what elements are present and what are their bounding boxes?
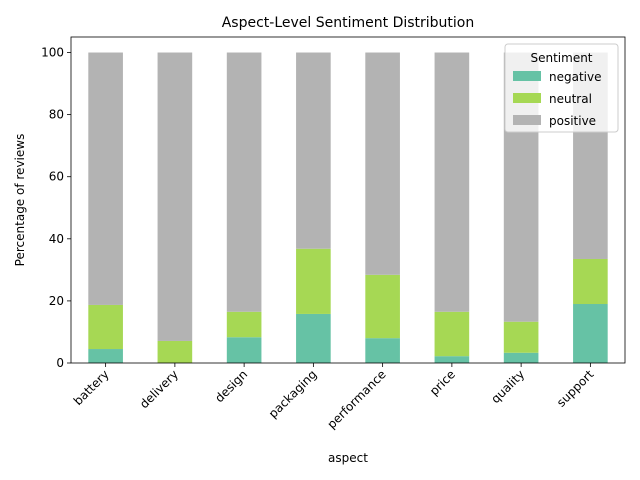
bar-neutral-support — [573, 258, 608, 305]
bar-negative-price — [434, 356, 470, 363]
x-tick-label-packaging: packaging — [266, 367, 320, 421]
y-tick-label: 20 — [49, 294, 64, 308]
bar-positive-packaging — [296, 52, 331, 249]
bar-neutral-battery — [88, 304, 123, 350]
bar-neutral-delivery — [157, 340, 193, 363]
bar-neutral-design — [226, 311, 262, 338]
legend-swatch-neutral — [513, 93, 541, 103]
x-tick-label-design: design — [212, 367, 250, 405]
bar-negative-packaging — [296, 313, 331, 363]
y-axis: 0 20 40 60 80 100 — [41, 46, 71, 370]
chart-title: Aspect-Level Sentiment Distribution — [222, 15, 475, 31]
bar-negative-support — [573, 304, 608, 363]
x-axis: battery delivery design packaging performanc… — [71, 363, 597, 431]
x-tick-label-delivery: delivery — [137, 367, 181, 411]
x-tick-label-price: price — [427, 367, 458, 398]
bar-neutral-packaging — [296, 248, 331, 314]
bar-neutral-price — [434, 311, 470, 357]
legend: Sentiment negative neutral positive — [504, 43, 619, 133]
y-tick-label: 0 — [56, 356, 64, 370]
bar-negative-quality — [503, 352, 539, 363]
x-tick-label-support: support — [554, 367, 597, 410]
legend-label-neutral: neutral — [549, 92, 592, 106]
bar-positive-performance — [365, 52, 400, 275]
bar-negative-performance — [365, 338, 400, 363]
legend-swatch-positive — [513, 115, 541, 125]
y-tick-label: 40 — [49, 232, 64, 246]
bar-negative-design — [226, 337, 262, 363]
bar-positive-delivery — [157, 52, 193, 341]
legend-title: Sentiment — [530, 51, 592, 65]
legend-frame — [504, 43, 619, 133]
bar-neutral-performance — [365, 274, 400, 339]
bar-negative-battery — [88, 349, 123, 363]
bar-positive-price — [434, 52, 470, 312]
x-axis-title: aspect — [328, 451, 368, 465]
legend-swatch-negative — [513, 71, 541, 81]
x-tick-label-performance: performance — [324, 367, 388, 431]
plot-frame — [70, 36, 626, 364]
bar-positive-design — [226, 52, 262, 312]
bar-positive-battery — [88, 52, 123, 305]
bar-neutral-quality — [503, 321, 539, 353]
legend-label-positive: positive — [549, 114, 596, 128]
y-tick-label: 60 — [49, 170, 64, 184]
y-tick-label: 100 — [41, 46, 64, 60]
y-tick-label: 80 — [49, 108, 64, 122]
y-axis-title: Percentage of reviews — [13, 134, 27, 267]
legend-label-negative: negative — [549, 70, 601, 84]
x-tick-label-quality: quality — [488, 367, 527, 406]
x-tick-label-battery: battery — [71, 367, 112, 408]
